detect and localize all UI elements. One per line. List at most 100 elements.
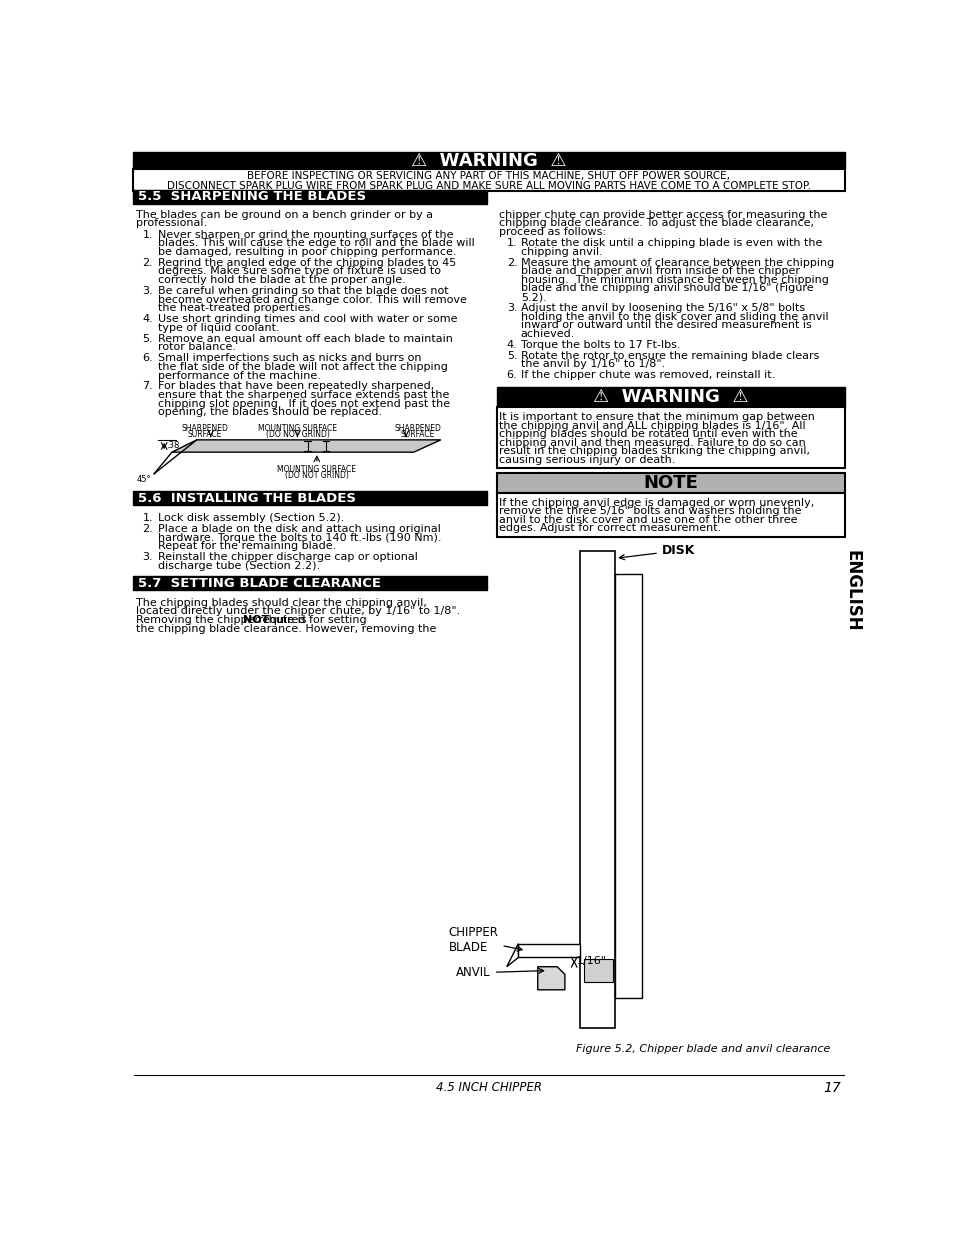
Text: Be careful when grinding so that the blade does not: Be careful when grinding so that the bla… xyxy=(158,287,448,296)
Text: ENGLISH: ENGLISH xyxy=(842,550,861,632)
Bar xyxy=(497,473,843,493)
Text: blade and the chipping anvil should be 1/16" (Figure: blade and the chipping anvil should be 1… xyxy=(520,283,813,294)
Text: achieved.: achieved. xyxy=(520,329,575,338)
Text: holding the anvil to the disk cover and sliding the anvil: holding the anvil to the disk cover and … xyxy=(520,311,827,321)
Text: anvil to the disk cover and use one of the other three: anvil to the disk cover and use one of t… xyxy=(498,515,797,525)
Bar xyxy=(583,960,612,982)
Bar xyxy=(517,944,579,957)
Text: opening, the blades should be replaced.: opening, the blades should be replaced. xyxy=(158,408,382,417)
Text: Torque the bolts to 17 Ft-lbs.: Torque the bolts to 17 Ft-lbs. xyxy=(520,340,679,350)
Text: 5.6  INSTALLING THE BLADES: 5.6 INSTALLING THE BLADES xyxy=(137,492,355,505)
Text: 5.: 5. xyxy=(142,333,153,343)
Text: 1.: 1. xyxy=(142,230,153,240)
Text: Lock disk assembly (Section 5.2).: Lock disk assembly (Section 5.2). xyxy=(158,513,344,522)
Text: Adjust the anvil by loosening the 5/16" x 5/8" bolts: Adjust the anvil by loosening the 5/16" … xyxy=(520,303,804,312)
Text: The chipping blades should clear the chipping anvil,: The chipping blades should clear the chi… xyxy=(136,598,427,608)
Bar xyxy=(133,577,487,590)
Text: 1.: 1. xyxy=(506,238,517,248)
Text: the heat-treated properties.: the heat-treated properties. xyxy=(158,304,314,314)
Text: Remove an equal amount off each blade to maintain: Remove an equal amount off each blade to… xyxy=(158,333,453,343)
Text: 45°: 45° xyxy=(136,475,151,484)
Text: the chipping anvil and ALL chipping blades is 1/16". All: the chipping anvil and ALL chipping blad… xyxy=(498,421,804,431)
Text: professional.: professional. xyxy=(136,219,207,228)
Text: (DO NOT GRIND): (DO NOT GRIND) xyxy=(285,471,349,479)
Text: 6.: 6. xyxy=(142,353,153,363)
Bar xyxy=(615,574,641,998)
Bar xyxy=(579,551,615,1029)
Text: NOTE: NOTE xyxy=(642,474,698,492)
Text: discharge tube (Section 2.2).: discharge tube (Section 2.2). xyxy=(158,561,320,571)
Text: ⚠  WARNING  ⚠: ⚠ WARNING ⚠ xyxy=(593,388,747,406)
Text: Use short grinding times and cool with water or some: Use short grinding times and cool with w… xyxy=(158,314,457,324)
Text: Regrind the angled edge of the chipping blades to 45: Regrind the angled edge of the chipping … xyxy=(158,258,456,268)
Text: degrees. Make sure some type of fixture is used to: degrees. Make sure some type of fixture … xyxy=(158,267,440,277)
Bar xyxy=(133,492,487,505)
Text: If the chipping anvil edge is damaged or worn unevenly,: If the chipping anvil edge is damaged or… xyxy=(498,498,814,508)
Text: It is important to ensure that the minimum gap between: It is important to ensure that the minim… xyxy=(498,412,814,422)
Text: 3.: 3. xyxy=(142,287,153,296)
Text: SURFACE: SURFACE xyxy=(187,430,221,438)
Text: CHIPPER
BLADE: CHIPPER BLADE xyxy=(448,926,521,953)
Text: chipping anvil and then measured. Failure to do so can: chipping anvil and then measured. Failur… xyxy=(498,438,805,448)
Text: Never sharpen or grind the mounting surfaces of the: Never sharpen or grind the mounting surf… xyxy=(158,230,453,240)
Text: the anvil by 1/16" to 1/8".: the anvil by 1/16" to 1/8". xyxy=(520,359,664,369)
Text: edges. Adjust for correct measurement.: edges. Adjust for correct measurement. xyxy=(498,524,720,534)
Text: ensure that the sharpened surface extends past the: ensure that the sharpened surface extend… xyxy=(158,390,449,400)
Text: 6.: 6. xyxy=(506,370,517,380)
Text: inward or outward until the desired measurement is: inward or outward until the desired meas… xyxy=(520,320,811,330)
Text: Place a blade on the disk and attach using original: Place a blade on the disk and attach usi… xyxy=(158,524,440,534)
Text: blades. This will cause the edge to roll and the blade will: blades. This will cause the edge to roll… xyxy=(158,238,475,248)
Text: required for setting: required for setting xyxy=(254,615,366,625)
Text: Rotate the rotor to ensure the remaining blade clears: Rotate the rotor to ensure the remaining… xyxy=(520,351,819,361)
Text: NOT: NOT xyxy=(243,615,270,625)
Text: Removing the chipper chute is: Removing the chipper chute is xyxy=(136,615,310,625)
Text: DISK: DISK xyxy=(618,545,695,559)
Text: If the chipper chute was removed, reinstall it.: If the chipper chute was removed, reinst… xyxy=(520,370,774,380)
Text: correctly hold the blade at the proper angle.: correctly hold the blade at the proper a… xyxy=(158,275,405,285)
Text: become overheated and change color. This will remove: become overheated and change color. This… xyxy=(158,295,466,305)
Text: 5.5  SHARPENING THE BLADES: 5.5 SHARPENING THE BLADES xyxy=(137,190,366,204)
Text: 17: 17 xyxy=(823,1081,841,1094)
Bar xyxy=(497,388,843,408)
Text: housing.  The minimum distance between the chipping: housing. The minimum distance between th… xyxy=(520,275,828,285)
Polygon shape xyxy=(537,967,564,989)
Text: Small imperfections such as nicks and burrs on: Small imperfections such as nicks and bu… xyxy=(158,353,421,363)
Text: the flat side of the blade will not affect the chipping: the flat side of the blade will not affe… xyxy=(158,362,447,372)
Text: proceed as follows:: proceed as follows: xyxy=(498,227,605,237)
Text: Rotate the disk until a chipping blade is even with the: Rotate the disk until a chipping blade i… xyxy=(520,238,821,248)
Text: located directly under the chipper chute, by 1/16" to 1/8".: located directly under the chipper chute… xyxy=(136,606,460,616)
Text: 1/16": 1/16" xyxy=(577,956,607,966)
Text: 4.: 4. xyxy=(142,314,153,324)
Text: result in the chipping blades striking the chipping anvil,: result in the chipping blades striking t… xyxy=(498,447,809,457)
Text: chipping slot opening.  If it does not extend past the: chipping slot opening. If it does not ex… xyxy=(158,399,450,409)
Text: Reinstall the chipper discharge cap or optional: Reinstall the chipper discharge cap or o… xyxy=(158,552,417,562)
Text: blade and chipper anvil from inside of the chipper: blade and chipper anvil from inside of t… xyxy=(520,267,799,277)
Text: causing serious injury or death.: causing serious injury or death. xyxy=(498,456,675,466)
Text: 2.: 2. xyxy=(142,524,153,534)
Text: DISCONNECT SPARK PLUG WIRE FROM SPARK PLUG AND MAKE SURE ALL MOVING PARTS HAVE C: DISCONNECT SPARK PLUG WIRE FROM SPARK PL… xyxy=(167,180,810,190)
Text: SERVICE & MAINTENANCE: SERVICE & MAINTENANCE xyxy=(673,153,843,167)
Text: The blades can be ground on a bench grinder or by a: The blades can be ground on a bench grin… xyxy=(136,210,433,220)
Text: MOUNTING SURFACE: MOUNTING SURFACE xyxy=(257,425,336,433)
Text: SURFACE: SURFACE xyxy=(400,430,435,438)
Bar xyxy=(497,408,843,468)
Bar xyxy=(133,169,843,190)
Text: SHARPENED: SHARPENED xyxy=(394,425,440,433)
Text: MOUNTING SURFACE: MOUNTING SURFACE xyxy=(277,466,356,474)
Text: 4.5 INCH CHIPPER: 4.5 INCH CHIPPER xyxy=(436,1081,541,1094)
Text: chipping anvil.: chipping anvil. xyxy=(520,247,601,257)
Text: rotor balance.: rotor balance. xyxy=(158,342,235,352)
Text: chipping blades should be rotated until even with the: chipping blades should be rotated until … xyxy=(498,430,797,440)
Text: 2.: 2. xyxy=(506,258,517,268)
Text: 4.: 4. xyxy=(506,340,517,350)
Text: chipper chute can provide better access for measuring the: chipper chute can provide better access … xyxy=(498,210,826,220)
Text: 2.: 2. xyxy=(142,258,153,268)
Text: 7.: 7. xyxy=(142,382,153,391)
Bar xyxy=(497,493,843,537)
Text: (DO NOT GRIND): (DO NOT GRIND) xyxy=(265,430,329,438)
Text: Repeat for the remaining blade.: Repeat for the remaining blade. xyxy=(158,541,335,551)
Text: be damaged, resulting in poor chipping performance.: be damaged, resulting in poor chipping p… xyxy=(158,247,456,257)
Text: remove the three 5/16" bolts and washers holding the: remove the three 5/16" bolts and washers… xyxy=(498,506,801,516)
Text: performance of the machine.: performance of the machine. xyxy=(158,370,320,380)
Text: hardware. Torque the bolts to 140 ft.-lbs (190 Nm).: hardware. Torque the bolts to 140 ft.-lb… xyxy=(158,532,441,542)
